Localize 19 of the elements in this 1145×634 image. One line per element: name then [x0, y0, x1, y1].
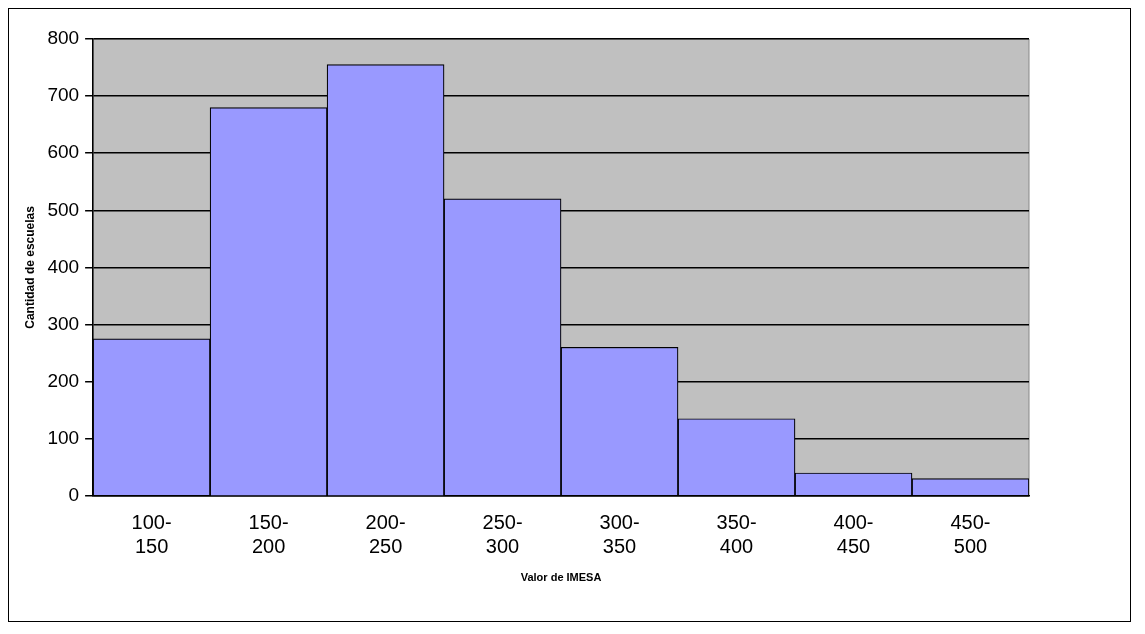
x-tick-label: 450-500	[950, 511, 991, 558]
x-tick-label: 200-250	[365, 511, 406, 558]
x-tick-label: 150-200	[248, 511, 289, 558]
y-tick-label: 300	[47, 312, 80, 334]
x-axis-title: Valor de IMESA	[520, 571, 602, 584]
y-tick-label: 0	[68, 484, 80, 506]
x-tick-label: 350-400	[716, 511, 757, 558]
y-tick-label: 600	[47, 141, 80, 163]
y-tick-label: 100	[47, 426, 80, 448]
x-tick-label: 300-350	[599, 511, 640, 558]
y-tick-label: 200	[47, 369, 80, 391]
x-tick-label: 250-300	[482, 511, 523, 558]
y-tick-label: 700	[47, 84, 80, 106]
y-axis-title: Cantidad de escuelas	[22, 205, 37, 329]
x-tick-label: 400-450	[833, 511, 874, 558]
y-tick-label: 400	[47, 255, 80, 277]
x-tick-label: 100-150	[131, 511, 172, 558]
y-tick-label: 800	[47, 27, 80, 49]
y-tick-label: 500	[47, 198, 80, 220]
